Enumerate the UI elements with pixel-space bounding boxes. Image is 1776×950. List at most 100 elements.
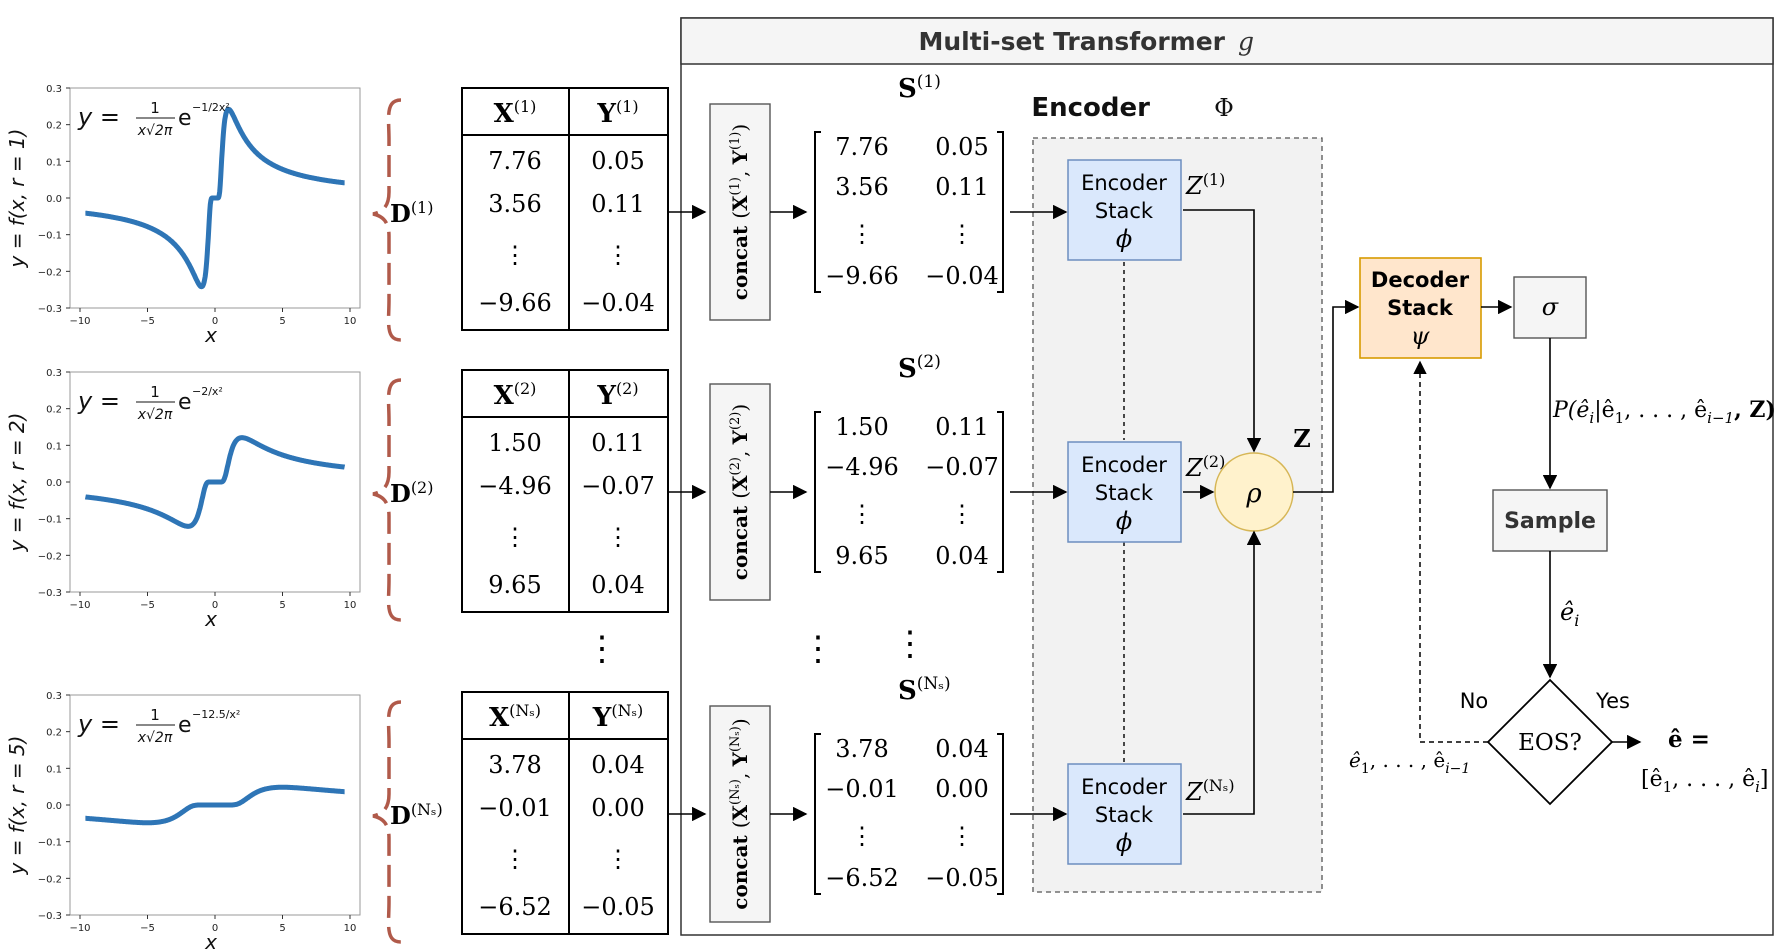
concat-text: concat (X(2), Y(2)): [728, 404, 752, 580]
table-border: [461, 369, 669, 613]
table-vdots: ⋮: [585, 629, 619, 669]
table-cell-x: −6.52: [478, 893, 552, 921]
x-tick-label: −5: [140, 316, 155, 327]
matrix-cell-y: ⋮: [950, 220, 974, 248]
y-tick-label: 0.3: [46, 84, 62, 95]
arrow-z1-to-rho: [1183, 209, 1262, 453]
x-tick-label: −10: [69, 923, 90, 934]
concat-frame: [709, 383, 771, 601]
encoder-stacks: EncoderStackϕZ(1)EncoderStackϕZ(2)Encode…: [1067, 159, 1235, 865]
dataset-brace: [372, 700, 402, 944]
matrix-cell-x: 7.76: [835, 133, 888, 161]
arrow-zn-to-rho: [1183, 530, 1262, 815]
formula-exponent: −1/2x²: [192, 101, 230, 114]
plot-panel-1: 0.3 0.2 0.1 0.0 −0.1 −0.2 −0.3 −10 −5 0 5 10 x y = f(…: [5, 84, 361, 347]
y-tick-label: 0.0: [46, 194, 62, 205]
encoder-output-z: Z(Nₛ): [1185, 776, 1235, 806]
y-tick-label: −0.3: [38, 304, 62, 315]
formula-exp-base: e: [178, 713, 192, 738]
encoder-output-z: Z(1): [1185, 170, 1225, 200]
x-tick-label: 0: [212, 316, 218, 327]
y-tick-label: 0.3: [46, 368, 62, 379]
y-tick-label: 0.0: [46, 801, 62, 812]
table-cell-x: 1.50: [488, 429, 541, 457]
x-tick-label: 0: [212, 923, 218, 934]
arrow-rho-to-decoder: [1293, 299, 1360, 493]
formula-numerator: 1: [150, 706, 160, 724]
matrix-cell-y: 0.05: [935, 133, 988, 161]
y-tick-label: −0.2: [38, 874, 62, 885]
concat-box: concat (X(1), Y(1)): [709, 103, 771, 321]
transformer-title-symbol: g: [1238, 27, 1254, 56]
concat-text: concat (X(Nₛ), Y(Nₛ)): [728, 718, 752, 909]
rho-node: ρ: [1214, 452, 1294, 532]
matrix-vdots-right: ⋮: [893, 624, 927, 664]
plot-panel-2: 0.3 0.2 0.1 0.0 −0.1 −0.2 −0.3 −10 −5 0 5 10 x y = f(…: [5, 368, 361, 631]
table-cell-y: 0.04: [591, 571, 644, 599]
yes-label: Yes: [1595, 689, 1630, 713]
x-tick-label: 10: [344, 600, 357, 611]
dataset-brace: [372, 378, 402, 622]
matrix-bracket-left: [814, 411, 821, 573]
matrix-bracket-right: [997, 733, 1004, 895]
table-cell-x: ⋮: [503, 845, 527, 873]
dataset-label: D(Nₛ): [390, 800, 443, 830]
table-header-x: X(1): [494, 97, 537, 129]
table-cell-x: 3.56: [488, 190, 541, 218]
y-tick-label: −0.1: [38, 231, 62, 242]
feedback-arrow: [1413, 360, 1488, 743]
encoder-box: [1067, 441, 1182, 543]
x-tick-label: 5: [279, 923, 285, 934]
matrix-cell-y: −0.04: [925, 262, 999, 290]
encoder-line2: Stack: [1095, 803, 1154, 827]
table-cell-y: −0.07: [581, 472, 655, 500]
table-cell-y: 0.04: [591, 751, 644, 779]
set-matrix-label: S(1): [898, 72, 941, 104]
formula-exponent: −2/x²: [192, 385, 223, 398]
dataset-label: D(2): [390, 478, 433, 508]
table-cell-x: −0.01: [478, 794, 552, 822]
dataset-rows: D(1) X(1) Y(1) 7.76 0.05 3.56 0.11 ⋮ ⋮ −9.66 −0.04…: [372, 72, 1068, 944]
encoder-output-z: Z(2): [1185, 452, 1225, 482]
dataset-3: D(Nₛ)X(Nₛ) Y(Nₛ)3.78 0.04−0.01 0.00⋮ ⋮−6.52−…: [372, 674, 1068, 944]
matrix-cell-y: −0.07: [925, 453, 999, 481]
y-tick-label: 0.1: [46, 441, 62, 452]
x-tick-label: −5: [140, 600, 155, 611]
table-cell-y: ⋮: [606, 241, 630, 269]
table-header-x: X(2): [494, 379, 537, 411]
matrix-cell-x: ⋮: [850, 500, 874, 528]
encoder-line1: Encoder: [1081, 775, 1167, 799]
function-curve: [83, 435, 347, 529]
data-table: X(1) Y(1) 7.76 0.05 3.56 0.11 ⋮ ⋮ −9.66 −0.04: [461, 87, 669, 331]
y-tick-label: 0.1: [46, 764, 62, 775]
matrix-cell-x: −0.01: [825, 775, 899, 803]
table-cell-x: −4.96: [478, 472, 552, 500]
formula-lhs: y =: [77, 710, 120, 738]
formula-denominator: x√2π: [137, 407, 173, 423]
dataset-1: D(1) X(1) Y(1) 7.76 0.05 3.56 0.11 ⋮ ⋮ −9.66 −0.04…: [372, 72, 1068, 342]
plot-formula: y = 1 x√2π e −2/x²: [77, 383, 223, 423]
set-matrix-label: S(2): [898, 352, 941, 384]
set-matrix-label: S(Nₛ): [898, 674, 951, 706]
x-tick-label: 0: [212, 600, 218, 611]
eos-label: EOS?: [1518, 730, 1582, 756]
table-header-y: Y(1): [596, 97, 638, 129]
encoder-line2: Stack: [1095, 199, 1154, 223]
matrix-cell-y: 0.04: [935, 542, 988, 570]
y-tick-label: 0.3: [46, 691, 62, 702]
table-cell-x: 9.65: [488, 571, 541, 599]
encoder-line1: Encoder: [1081, 171, 1167, 195]
table-header-x: X(Nₛ): [489, 701, 541, 733]
y-tick-label: −0.2: [38, 267, 62, 278]
plot-formula: y = 1 x√2π e −1/2x²: [77, 99, 230, 139]
table-cell-y: 0.00: [591, 794, 644, 822]
x-axis-label: x: [204, 930, 217, 950]
concat-text: concat (X(1), Y(1)): [728, 124, 752, 300]
matrix-cell-y: 0.04: [935, 735, 988, 763]
matrix-cell-y: 0.11: [935, 173, 988, 201]
encoder-symbol-phi: ϕ: [1116, 507, 1132, 535]
matrix-bracket-left: [814, 131, 821, 293]
